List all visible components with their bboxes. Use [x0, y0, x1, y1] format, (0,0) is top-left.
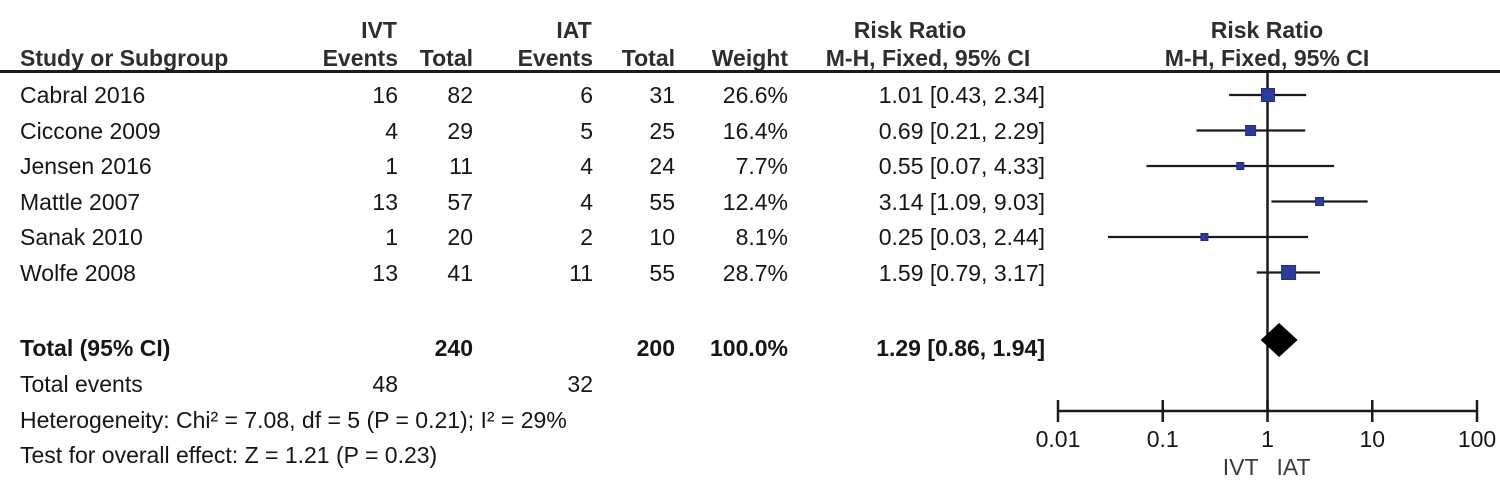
- cell-ivt-events: 13: [372, 259, 398, 286]
- column-group-ivt: IVT: [361, 17, 397, 43]
- cell-ivt-events: 1: [385, 153, 398, 179]
- column-group-risk-ratio-plot: Risk Ratio: [1210, 17, 1324, 43]
- total-events-iat: 32: [567, 371, 593, 397]
- total-events-label: Total events: [20, 371, 143, 397]
- cell-rr-text: 0.69 [0.21, 2.29]: [878, 117, 1045, 144]
- cell-weight: 26.6%: [722, 82, 788, 108]
- favours-right-label: IAT: [1277, 454, 1311, 480]
- cell-ivt-total: 41: [447, 259, 473, 286]
- cell-rr-text: 0.25 [0.03, 2.44]: [878, 224, 1045, 250]
- study-label: Ciccone 2009: [20, 117, 161, 144]
- study-label: Sanak 2010: [20, 224, 143, 250]
- study-label: Mattle 2007: [20, 188, 141, 215]
- cell-iat-events: 4: [580, 188, 593, 215]
- x-axis-tick-label: 0.01: [1036, 426, 1081, 452]
- cell-ivt-events: 1: [385, 224, 398, 250]
- total-row-label: Total (95% CI): [20, 335, 171, 361]
- cell-iat-events: 2: [580, 224, 593, 250]
- cell-iat-events: 5: [580, 117, 593, 144]
- cell-iat-total: 24: [649, 153, 675, 179]
- column-header-iat-events: Events: [517, 45, 593, 71]
- cell-ivt-total: 57: [447, 188, 473, 215]
- cell-rr-text: 3.14 [1.09, 9.03]: [878, 188, 1045, 215]
- x-axis-tick-label: 100: [1458, 426, 1496, 452]
- total-risk-ratio: 1.29 [0.86, 1.94]: [876, 335, 1045, 361]
- effect-square: [1315, 197, 1325, 206]
- cell-rr-text: 1.01 [0.43, 2.34]: [878, 82, 1045, 108]
- cell-weight: 7.7%: [735, 153, 788, 179]
- column-header-method-text: M-H, Fixed, 95% CI: [825, 45, 1031, 71]
- favours-left-label: IVT: [1223, 454, 1259, 480]
- column-header-study: Study or Subgroup: [20, 45, 229, 71]
- effect-square: [1245, 125, 1257, 136]
- cell-iat-total: 55: [649, 259, 675, 286]
- cell-weight: 12.4%: [722, 188, 788, 215]
- effect-square: [1260, 88, 1275, 102]
- cell-iat-total: 25: [649, 117, 675, 144]
- cell-ivt-events: 16: [372, 82, 398, 108]
- x-axis-tick-label: 0.1: [1147, 426, 1179, 452]
- column-header-weight: Weight: [711, 45, 788, 71]
- column-group-iat: IAT: [556, 17, 592, 43]
- x-axis-tick-label: 1: [1261, 426, 1274, 452]
- column-header-iat-total: Total: [621, 45, 675, 71]
- total-ivt-total: 240: [434, 335, 473, 361]
- x-axis-tick-label: 10: [1359, 426, 1385, 452]
- cell-iat-events: 11: [569, 259, 593, 286]
- cell-ivt-total: 11: [449, 153, 473, 179]
- study-label: Wolfe 2008: [20, 259, 136, 286]
- study-label: Cabral 2016: [20, 82, 146, 108]
- cell-weight: 28.7%: [722, 259, 788, 286]
- cell-ivt-total: 29: [447, 117, 473, 144]
- cell-iat-events: 4: [580, 153, 593, 179]
- heterogeneity-stat: Heterogeneity: Chi² = 7.08, df = 5 (P = …: [20, 407, 567, 433]
- cell-ivt-events: 4: [385, 117, 398, 144]
- cell-rr-text: 0.55 [0.07, 4.33]: [878, 153, 1045, 179]
- overall-effect-stat: Test for overall effect: Z = 1.21 (P = 0…: [20, 442, 438, 468]
- column-header-method-plot: M-H, Fixed, 95% CI: [1164, 45, 1370, 71]
- cell-ivt-total: 82: [447, 82, 473, 108]
- cell-weight: 8.1%: [735, 224, 788, 250]
- total-weight: 100.0%: [709, 335, 788, 361]
- column-header-ivt-total: Total: [419, 45, 473, 71]
- cell-iat-total: 55: [649, 188, 675, 215]
- cell-iat-total: 31: [649, 82, 675, 108]
- effect-square: [1200, 233, 1209, 241]
- effect-square: [1236, 162, 1245, 170]
- column-header-ivt-events: Events: [322, 45, 398, 71]
- study-label: Jensen 2016: [20, 153, 152, 179]
- effect-square: [1281, 265, 1297, 280]
- cell-ivt-events: 13: [372, 188, 398, 215]
- cell-weight: 16.4%: [722, 117, 788, 144]
- header-divider-line: [0, 70, 1500, 73]
- cell-iat-total: 10: [649, 224, 675, 250]
- column-group-risk-ratio-text: Risk Ratio: [853, 17, 967, 43]
- cell-iat-events: 6: [580, 82, 593, 108]
- cell-ivt-total: 20: [447, 224, 473, 250]
- cell-rr-text: 1.59 [0.79, 3.17]: [878, 259, 1045, 286]
- total-events-ivt: 48: [372, 371, 398, 397]
- summary-diamond: [1260, 323, 1298, 357]
- total-iat-total: 200: [636, 335, 675, 361]
